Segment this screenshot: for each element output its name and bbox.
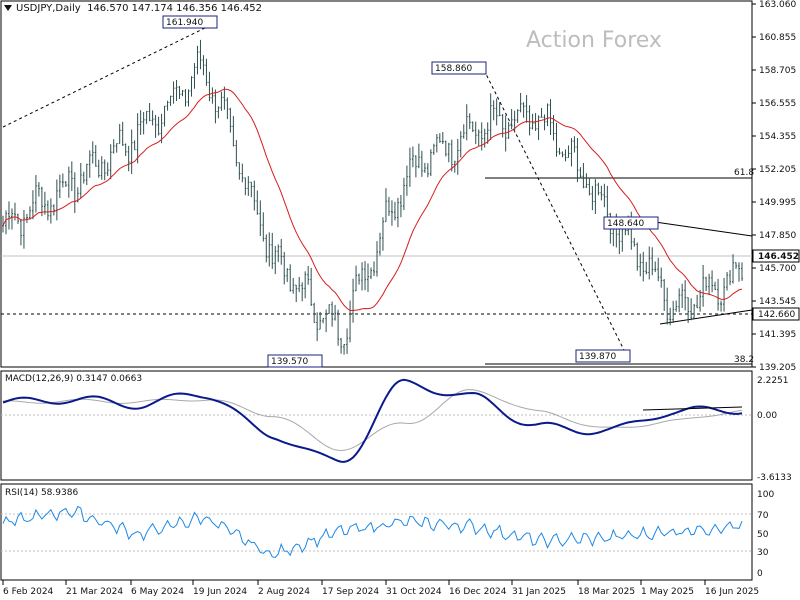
price-tick-label: 154.355 [759,132,796,142]
support-price-text: 142.660 [758,310,795,320]
annotation-148640-text: 148.640 [607,219,644,229]
price-tick-label: 141.395 [759,330,796,340]
rsi-panel-frame [0,483,753,581]
dropdown-triangle-icon[interactable] [4,5,12,11]
time-tick-label: 19 Jun 2024 [193,587,247,597]
rsi-tick-50: 50 [757,530,769,540]
current-price-text: 146.452 [758,252,799,262]
annotation-139570-text: 139.570 [271,357,308,367]
time-tick-label: 1 May 2025 [641,587,694,597]
symbol-header: USDJPY,Daily 146.570 147.174 146.356 146… [4,3,262,14]
fib-38-label: 38.2 [734,355,754,365]
price-tick-label: 158.705 [759,66,796,76]
rsi-tick-100: 100 [757,490,774,500]
rsi-tick-30: 30 [757,548,769,558]
time-tick-label: 18 Mar 2025 [578,587,635,597]
annotation-139870-text: 139.870 [579,352,616,362]
rsi-tick-70: 70 [757,511,769,521]
macd-main-line [2,378,743,463]
price-axis: 163.060 160.855 158.705 156.555 154.355 152.2… [752,0,796,373]
support-price-tag: 142.660 [752,307,800,321]
annotation-139870: 139.870 [575,349,631,363]
time-tick-label: 2 Aug 2024 [258,587,310,597]
price-panel-frame [0,0,753,368]
triangle-upper [654,221,753,237]
annotation-161940: 161.940 [162,15,218,29]
macd-tick-low: -3.6133 [757,473,792,483]
macd-tick-high: 2.2251 [757,376,789,386]
macd-trendline [642,406,743,411]
annotation-161940-text: 161.940 [166,18,203,28]
price-tick-label: 163.060 [759,0,796,10]
time-tick-label: 16 Jun 2025 [705,587,759,597]
moving-average-line [2,88,743,311]
price-tick-label: 139.205 [759,363,796,373]
trendline-rising [2,24,212,128]
annotation-148640: 148.640 [603,216,659,230]
macd-tick-zero: 0.00 [757,411,777,421]
current-price-tag: 146.452 [752,249,800,263]
time-tick-label: 6 May 2024 [131,587,184,597]
time-tick-label: 17 Sep 2024 [322,587,379,597]
time-axis: 6 Feb 2024 21 Mar 2024 6 May 2024 19 Jun 20… [2,580,759,597]
price-tick-label: 156.555 [759,99,796,109]
annotation-158860-text: 158.860 [435,64,472,74]
price-tick-label: 145.700 [759,264,796,274]
price-tick-label: 160.855 [759,33,796,43]
macd-signal-line [2,389,743,452]
macd-panel-frame [0,370,753,481]
annotation-158860: 158.860 [431,61,487,75]
time-tick-label: 16 Dec 2024 [449,587,507,597]
time-tick-label: 21 Mar 2024 [66,587,123,597]
price-tick-label: 143.545 [759,297,796,307]
price-tick-label: 147.850 [759,231,796,241]
macd-label: MACD(12,26,9) 0.3147 0.0663 [5,374,143,384]
fib-61-label: 61.8 [734,168,754,178]
price-tick-label: 149.995 [759,198,796,208]
trendline-falling [483,69,627,355]
price-tick-label: 152.205 [759,165,796,175]
rsi-label: RSI(14) 58.9386 [5,488,79,498]
time-tick-label: 6 Feb 2024 [3,587,54,597]
ohlc-values: 146.570 147.174 146.356 146.452 [87,3,263,14]
watermark: Action Forex [526,28,662,53]
annotation-139570: 139.570 [267,354,323,368]
symbol-label: USDJPY,Daily [16,3,81,14]
time-tick-label: 31 Jan 2025 [512,587,566,597]
rsi-line [2,505,743,559]
rsi-tick-0: 0 [757,569,763,579]
triangle-lower [659,309,753,325]
price-candles [2,39,743,355]
time-tick-label: 31 Oct 2024 [386,587,442,597]
